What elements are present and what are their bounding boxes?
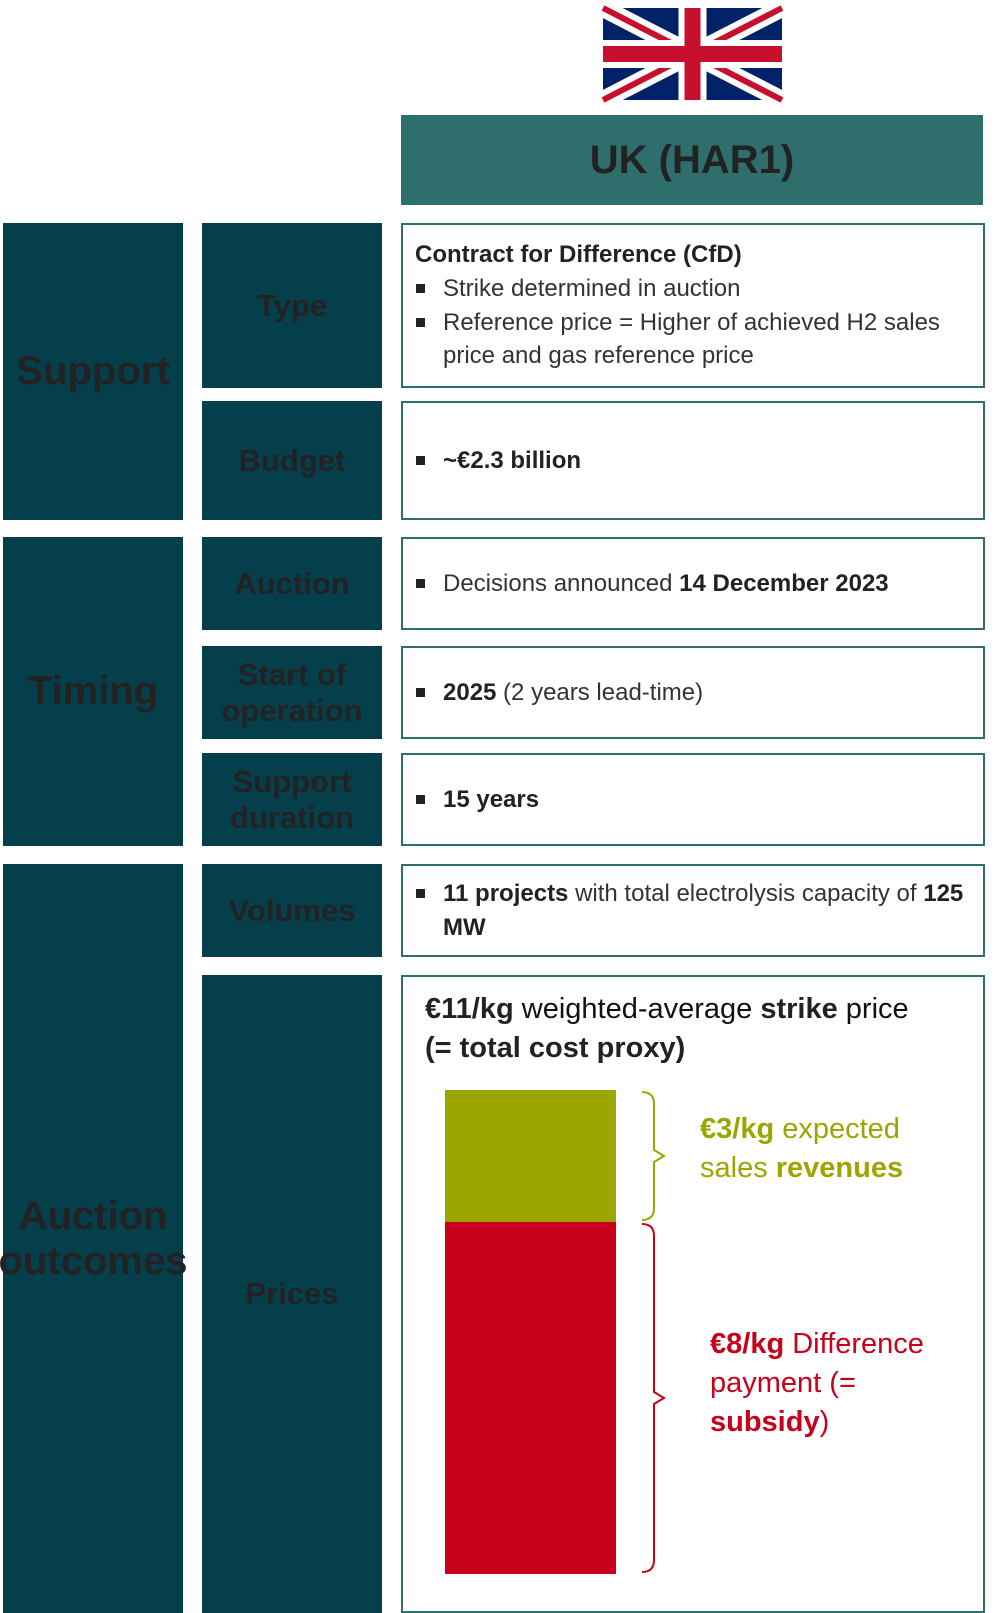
bullet: Decisions announced 14 December 2023	[416, 567, 969, 601]
strike-note-line: (= total cost proxy)	[425, 1029, 980, 1068]
row-label-text: Type	[256, 287, 328, 323]
text-run: 2025	[443, 678, 497, 706]
row-content: ~€2.3 billion	[401, 401, 985, 520]
row-label-text: Start of operation	[221, 656, 363, 728]
row-content: Decisions announced 14 December 2023	[401, 537, 985, 630]
row-content: 15 years	[401, 753, 985, 846]
text-run: revenues	[775, 1152, 904, 1185]
text-run: Decisions announced	[443, 569, 680, 597]
text-run: strike	[760, 993, 838, 1025]
bullet: 2025 (2 years lead-time)	[416, 676, 969, 710]
text-run: Reference price = Higher of achieved H2 …	[443, 308, 940, 370]
brace	[641, 1223, 666, 1573]
row-content: 11 projects with total electrolysis capa…	[401, 864, 985, 957]
row-content	[401, 975, 985, 1613]
text-run: €8/kg	[710, 1328, 785, 1360]
row-label: Auction	[202, 537, 382, 630]
row-label-text: Prices	[245, 1276, 339, 1311]
header: UK (HAR1)	[401, 115, 983, 205]
text-run: )	[819, 1406, 830, 1439]
uk-flag	[598, 0, 787, 109]
row-label: Support duration	[202, 753, 382, 846]
group-label: Auction outcomes	[0, 864, 187, 1613]
bullet: 15 years	[416, 783, 969, 817]
row-label: Start of operation	[202, 646, 382, 739]
row-label-text: Auction	[234, 565, 350, 601]
bar-segment	[445, 1222, 616, 1574]
text-run: Difference payment (=	[710, 1328, 924, 1400]
text-run: €11/kg	[425, 993, 514, 1025]
group-label-text: Timing	[27, 669, 159, 713]
text-run: expected sales	[700, 1113, 900, 1185]
text-run: (2 years lead-time)	[496, 678, 704, 706]
bar-segment	[445, 1090, 616, 1222]
text-run: subsidy	[710, 1406, 820, 1439]
text-run: €3/kg	[700, 1113, 775, 1145]
content-heading: Contract for Difference (CfD)	[415, 241, 742, 269]
group-label-text: Support	[16, 349, 170, 393]
group-label: Support	[3, 223, 183, 520]
text-run: with total electrolysis capacity of	[568, 879, 924, 907]
row-label-text: Budget	[238, 442, 346, 478]
text-run: ~€2.3 billion	[443, 446, 582, 474]
text-run: Strike determined in auction	[443, 274, 741, 302]
row-label: Volumes	[202, 864, 382, 957]
brace	[641, 1091, 666, 1221]
bullet: Reference price = Higher of achieved H2 …	[416, 306, 969, 373]
segment-label: €3/kg expected sales revenues	[700, 1110, 960, 1240]
text-run: 14 December 2023	[679, 569, 889, 597]
strike-note: (= total cost proxy)	[425, 1032, 686, 1065]
group-label-text: Auction outcomes	[0, 1193, 188, 1283]
text-run: 125 MW	[443, 879, 964, 941]
row-content: Contract for Difference (CfD) Strike dete…	[401, 223, 985, 388]
bullet: Strike determined in auction	[416, 272, 969, 306]
strike-text: €11/kg weighted-average strike price (= t…	[425, 990, 980, 1070]
row-label-text: Volumes	[228, 892, 356, 928]
group-label: Timing	[3, 537, 183, 846]
bullet: ~€2.3 billion	[416, 444, 969, 478]
text-run: 15 years	[443, 785, 540, 813]
row-label: Prices	[202, 975, 382, 1613]
text-run: 11 projects	[443, 879, 569, 907]
row-label: Budget	[202, 401, 382, 520]
bullet: 11 projects with total electrolysis capa…	[416, 877, 969, 944]
header-title: UK (HAR1)	[589, 137, 795, 182]
row-content: 2025 (2 years lead-time)	[401, 646, 985, 739]
segment-label: €8/kg Difference payment (= subsidy)	[710, 1325, 960, 1455]
strike-line: €11/kg weighted-average strike price	[425, 990, 980, 1029]
text-run: price	[837, 993, 909, 1025]
text-run: weighted-average	[513, 993, 761, 1025]
row-label: Type	[202, 223, 382, 388]
row-label-text: Support duration	[230, 763, 354, 835]
